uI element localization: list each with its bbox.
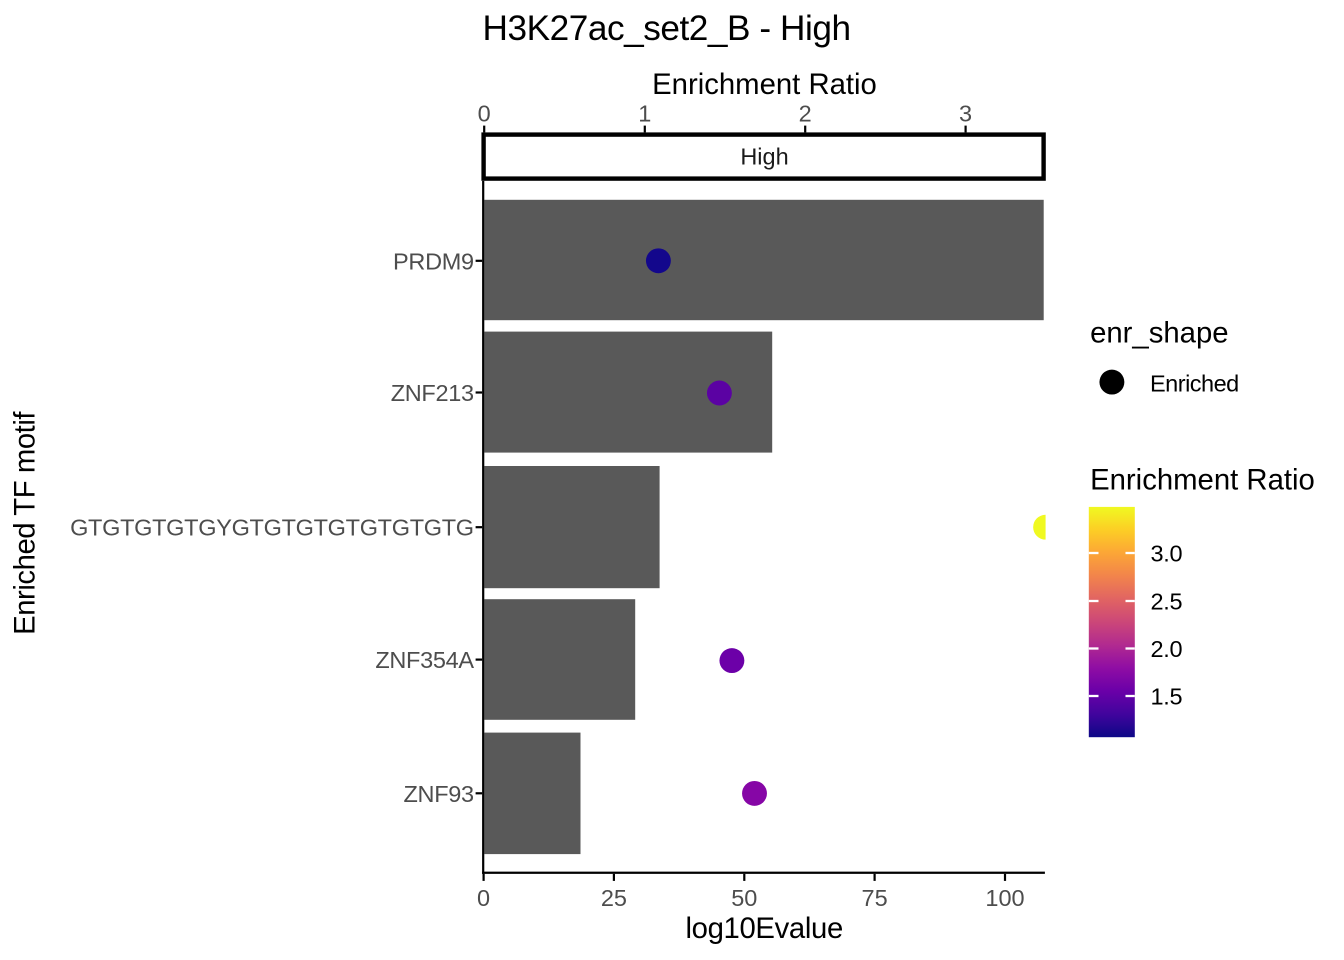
svg-text:PRDM9: PRDM9 <box>393 248 474 274</box>
svg-text:Enriched TF motif: Enriched TF motif <box>9 411 42 635</box>
svg-text:H3K27ac_set2_B - High: H3K27ac_set2_B - High <box>483 9 851 48</box>
svg-text:ZNF354A: ZNF354A <box>375 647 474 673</box>
svg-text:High: High <box>740 144 788 170</box>
svg-text:enr_shape: enr_shape <box>1090 317 1228 350</box>
svg-text:GTGTGTGTGYGTGTGTGTGTGTGTG: GTGTGTGTGYGTGTGTGTGTGTGTG <box>70 515 474 541</box>
svg-text:log10Evalue: log10Evalue <box>685 912 842 945</box>
svg-text:2: 2 <box>799 101 812 127</box>
svg-text:2.5: 2.5 <box>1151 589 1183 615</box>
svg-text:Enrichment Ratio: Enrichment Ratio <box>1090 463 1315 496</box>
svg-text:ZNF213: ZNF213 <box>391 380 474 406</box>
svg-text:1: 1 <box>638 101 651 127</box>
svg-text:0: 0 <box>478 101 491 127</box>
svg-text:25: 25 <box>601 885 627 911</box>
svg-text:100: 100 <box>985 885 1024 911</box>
svg-text:50: 50 <box>731 885 757 911</box>
svg-text:ZNF93: ZNF93 <box>403 781 474 807</box>
svg-text:Enriched: Enriched <box>1150 371 1239 397</box>
svg-text:3.0: 3.0 <box>1151 541 1183 567</box>
svg-text:3: 3 <box>959 101 972 127</box>
svg-text:Enrichment Ratio: Enrichment Ratio <box>652 68 877 101</box>
svg-text:0: 0 <box>477 885 490 911</box>
svg-text:75: 75 <box>862 885 888 911</box>
svg-text:2.0: 2.0 <box>1151 636 1183 662</box>
svg-text:1.5: 1.5 <box>1151 684 1183 710</box>
